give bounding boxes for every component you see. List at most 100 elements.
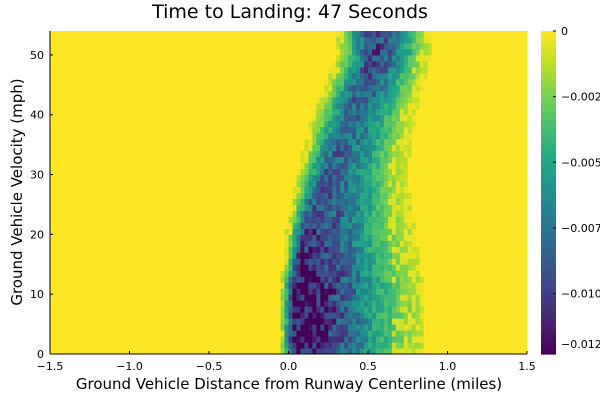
heatmap-cell — [483, 240, 488, 247]
heatmap-cell — [189, 126, 194, 134]
heatmap-cell — [387, 186, 393, 193]
heatmap-cell — [495, 192, 500, 199]
heatmap-cell — [97, 120, 103, 128]
heatmap-cell — [296, 132, 301, 140]
heatmap-cell — [503, 150, 508, 158]
heatmap-cell — [360, 324, 365, 331]
heatmap-cell — [264, 294, 270, 301]
heatmap-cell — [364, 144, 369, 152]
heatmap-cell — [193, 300, 198, 307]
heatmap-cell — [256, 186, 262, 193]
heatmap-cell — [439, 300, 445, 307]
heatmap-cell — [328, 330, 333, 337]
heatmap-cell — [117, 222, 123, 229]
heatmap-cell — [515, 144, 520, 152]
heatmap-cell — [280, 324, 286, 331]
heatmap-cell — [248, 198, 254, 205]
heatmap-cell — [113, 234, 119, 241]
heatmap-cell — [491, 222, 496, 229]
heatmap-cell — [157, 300, 162, 307]
heatmap-cell — [507, 168, 512, 176]
heatmap-cell — [407, 270, 413, 277]
heatmap-cell — [153, 168, 158, 176]
heatmap-cell — [519, 306, 524, 313]
heatmap-cell — [189, 114, 194, 122]
heatmap-cell — [133, 168, 138, 176]
heatmap-cell — [216, 252, 222, 259]
heatmap-cell — [296, 294, 301, 301]
heatmap-cell — [153, 102, 158, 110]
heatmap-cell — [495, 198, 500, 205]
heatmap-cell — [65, 246, 71, 253]
heatmap-cell — [61, 282, 67, 289]
heatmap-cell — [109, 270, 115, 277]
heatmap-cell — [499, 222, 504, 229]
heatmap-cell — [97, 138, 103, 146]
heatmap-cell — [224, 276, 230, 283]
heatmap-cell — [73, 264, 79, 271]
heatmap-cell — [89, 150, 95, 158]
heatmap-cell — [264, 168, 270, 176]
heatmap-cell — [507, 234, 512, 241]
heatmap-cell — [197, 324, 202, 331]
heatmap-cell — [113, 258, 119, 265]
heatmap-cell — [523, 204, 528, 211]
heatmap-cell — [97, 102, 103, 110]
heatmap-cell — [224, 144, 230, 152]
heatmap-cell — [145, 228, 150, 235]
heatmap-cell — [475, 186, 480, 193]
heatmap-cell — [304, 330, 309, 337]
heatmap-cell — [471, 162, 476, 170]
heatmap-cell — [296, 264, 301, 271]
heatmap-cell — [371, 300, 377, 307]
heatmap-cell — [141, 294, 146, 301]
heatmap-cell — [467, 150, 472, 158]
heatmap-cell — [419, 306, 425, 313]
heatmap-cell — [523, 282, 528, 289]
heatmap-cell — [248, 174, 254, 182]
heatmap-cell — [467, 312, 472, 319]
heatmap-cell — [93, 204, 99, 211]
heatmap-cell — [236, 126, 242, 134]
heatmap-cell — [503, 120, 508, 128]
heatmap-cell — [383, 192, 389, 199]
heatmap-cell — [511, 330, 516, 337]
heatmap-cell — [304, 276, 309, 283]
heatmap-cell — [252, 252, 258, 259]
heatmap-cell — [312, 288, 317, 295]
heatmap-cell — [50, 150, 55, 158]
heatmap-cell — [69, 228, 75, 235]
heatmap-cell — [61, 342, 67, 349]
heatmap-cell — [236, 150, 242, 158]
heatmap-cell — [173, 342, 178, 349]
heatmap-cell — [383, 168, 389, 176]
heatmap-cell — [181, 156, 186, 164]
heatmap-cell — [81, 120, 87, 128]
heatmap-cell — [471, 144, 476, 152]
heatmap-cell — [292, 138, 297, 146]
heatmap-cell — [117, 144, 123, 152]
heatmap-cell — [451, 114, 456, 122]
heatmap-cell — [312, 144, 317, 152]
heatmap-cell — [97, 318, 103, 325]
heatmap-cell — [85, 330, 91, 337]
heatmap-cell — [439, 270, 445, 277]
heatmap-cell — [153, 330, 158, 337]
heatmap-cell — [165, 300, 170, 307]
heatmap-cell — [117, 228, 123, 235]
heatmap-cell — [89, 180, 95, 188]
heatmap-cell — [328, 342, 333, 349]
heatmap-cell — [439, 288, 445, 295]
heatmap-cell — [53, 174, 59, 182]
heatmap-cell — [177, 306, 182, 313]
heatmap-cell — [248, 186, 254, 193]
heatmap-cell — [101, 144, 107, 152]
heatmap-cell — [308, 204, 313, 211]
heatmap-cell — [511, 336, 516, 343]
heatmap-cell — [133, 126, 138, 134]
heatmap-cell — [73, 216, 79, 223]
heatmap-cell — [177, 348, 182, 355]
heatmap-cell — [491, 240, 496, 247]
heatmap-cell — [411, 234, 417, 241]
heatmap-cell — [149, 306, 154, 313]
